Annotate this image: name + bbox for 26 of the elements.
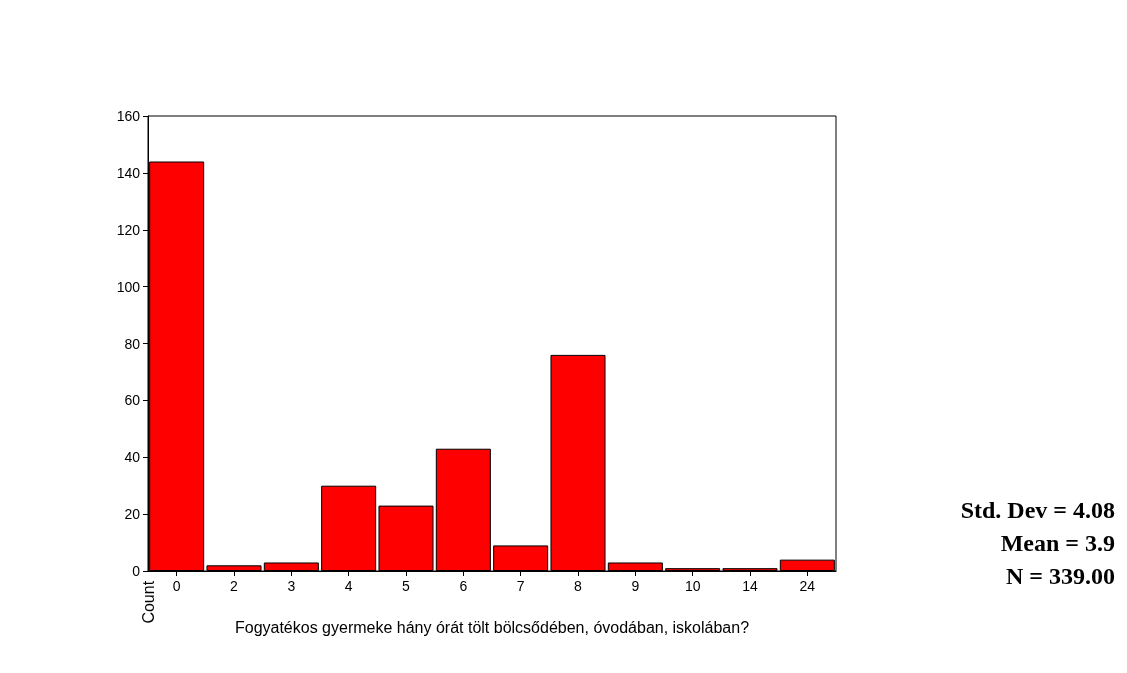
y-tick-label: 100 [116,278,141,295]
x-tick-label: 6 [459,578,468,594]
text: Mean = 3.9 [1000,530,1115,556]
x-axis-title: Fogyatékos gyermeke hány órát tölt bölcsődében, óvodában, iskolában? [234,618,750,636]
x-tick-label: 3 [287,578,296,594]
y-tick-label: 0 [132,563,141,579]
x-tick-label: 0 [172,578,181,594]
y-tick-label: 80 [124,335,141,352]
x-tick-label: 9 [631,578,640,594]
x-tick-label: 8 [574,578,583,594]
x-tick-label: 7 [516,578,525,594]
y-tick-label: 120 [116,221,141,238]
y-tick-label: 40 [124,449,141,466]
x-tick-label: 5 [402,578,411,594]
x-tick-label: 10 [684,578,701,594]
text: Std. Dev = 4.08 [960,497,1116,523]
x-tick-label: 24 [799,578,816,594]
y-tick-label: 60 [124,392,141,409]
y-axis-title: Count [139,580,157,624]
x-tick-label: 2 [230,578,239,594]
y-tick-label: 20 [124,506,141,523]
text: N = 339.00 [1005,563,1116,589]
y-tick-label: 160 [116,108,141,124]
x-tick-label: 4 [344,578,353,594]
y-tick-label: 140 [116,164,141,181]
x-tick-label: 14 [742,578,758,594]
